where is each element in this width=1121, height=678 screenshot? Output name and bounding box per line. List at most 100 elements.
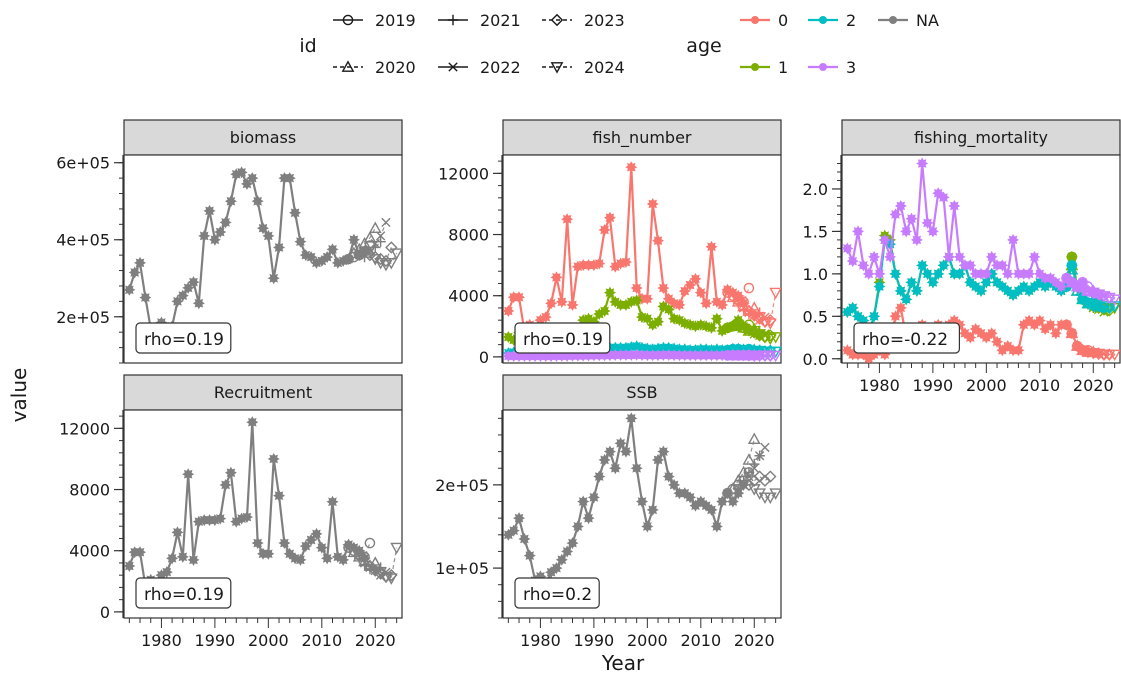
retro-point-2024 <box>769 488 781 500</box>
legend-age-dot <box>889 16 897 24</box>
x-axis-title: Year <box>601 651 645 675</box>
legend-id-title: id <box>299 35 316 57</box>
data-point <box>246 172 259 185</box>
data-point <box>1060 318 1073 331</box>
retro-point-2023 <box>385 241 398 254</box>
retro-point-2024 <box>763 318 777 330</box>
data-point <box>705 503 718 516</box>
data-point <box>358 245 371 258</box>
y-tick-label: 6e+05 <box>56 154 110 173</box>
data-point <box>710 520 723 533</box>
legend-id-label: 2024 <box>584 58 625 77</box>
data-point <box>652 315 665 328</box>
rho-label: rho=-0.22 <box>862 330 948 350</box>
legend: id 2019 2020 2021 2022 2023 2024 age 0 1 2 3 NA <box>299 11 939 77</box>
data-point <box>985 327 998 340</box>
retro-point-2024 <box>747 326 761 338</box>
legend-age-label: 1 <box>778 58 788 77</box>
x-tick-label: 2000 <box>248 631 289 650</box>
x-tick-label: 2010 <box>680 631 721 650</box>
data-point <box>1028 250 1041 263</box>
panel-strip <box>123 374 403 411</box>
data-point <box>513 512 526 525</box>
data-point <box>1044 318 1057 331</box>
data-point <box>1055 280 1068 293</box>
data-point <box>561 213 574 226</box>
data-point <box>868 250 881 263</box>
y-tick-label: 1.5 <box>803 222 828 241</box>
data-point <box>868 310 881 323</box>
data-point <box>684 491 697 504</box>
retro-line-2024 <box>1093 302 1115 307</box>
data-point <box>518 532 531 545</box>
data-point <box>603 211 616 224</box>
data-point <box>224 195 237 208</box>
data-point <box>889 208 902 221</box>
data-point <box>662 470 675 483</box>
data-point <box>985 250 998 263</box>
data-point <box>1007 233 1020 246</box>
legend-id-item-2024: 2024 <box>542 58 625 77</box>
data-point <box>953 250 966 263</box>
data-point <box>657 445 670 458</box>
y-tick-label: 2e+05 <box>435 476 489 495</box>
retro-point-2024 <box>1108 301 1120 313</box>
x-tick-label: 2010 <box>1019 376 1060 395</box>
data-point <box>235 166 248 179</box>
panel-strip-title: SSB <box>626 383 657 402</box>
x-tick-label: 1980 <box>859 376 900 395</box>
y-tick-label: 4000 <box>69 542 110 561</box>
retro-point-2024 <box>747 309 761 321</box>
panel-strip-title: fishing_mortality <box>914 128 1048 148</box>
data-point <box>716 495 729 508</box>
data-point <box>942 250 955 263</box>
data-point <box>1065 250 1078 263</box>
data-point <box>652 453 665 466</box>
legend-age-item-0: 0 <box>740 11 788 30</box>
x-tick-label: 2020 <box>1073 376 1114 395</box>
data-point <box>273 241 286 254</box>
retro-line-2024 <box>374 252 398 266</box>
x-tick-label: 1990 <box>574 631 615 650</box>
data-point <box>240 511 253 524</box>
data-point <box>267 452 280 465</box>
data-point <box>1023 267 1036 280</box>
data-point <box>347 233 360 246</box>
data-point <box>550 562 563 575</box>
retro-point-2020 <box>368 221 382 234</box>
legend-id-item-2023: 2023 <box>542 11 625 30</box>
data-point <box>857 259 870 272</box>
retro-point-2024 <box>753 329 767 341</box>
data-point <box>160 566 173 579</box>
data-point <box>873 280 886 293</box>
retro-point-2024 <box>769 287 781 300</box>
rho-box <box>135 322 232 354</box>
retro-point-2019 <box>743 282 755 294</box>
data-point <box>689 272 702 285</box>
data-point <box>910 233 923 246</box>
data-point <box>187 276 200 289</box>
panel-strip <box>123 119 403 156</box>
data-point <box>273 489 286 502</box>
data-point <box>737 320 750 333</box>
data-point <box>321 251 334 264</box>
legend-age-dot <box>751 16 759 24</box>
data-point <box>283 172 296 185</box>
y-tick-label: 1.0 <box>803 265 828 284</box>
retro-point-2024 <box>390 542 402 555</box>
data-point <box>996 259 1009 272</box>
legend-age-item-NA: NA <box>878 11 939 30</box>
rho-label: rho=0.19 <box>523 330 603 350</box>
panel-SSB: SSB 1e+05 2e+05 1980 1990 2000 2010 2020 rho=0.2 <box>435 374 782 650</box>
x-tick-label: 2000 <box>627 631 668 650</box>
data-point <box>641 292 654 305</box>
data-point <box>294 553 307 566</box>
data-point <box>326 243 339 256</box>
data-point <box>561 545 574 558</box>
data-point <box>905 276 918 289</box>
data-point <box>926 276 939 289</box>
series-age-NA <box>503 412 781 591</box>
data-point <box>224 466 237 479</box>
retro-line-2023 <box>748 475 771 486</box>
data-point <box>964 259 977 272</box>
